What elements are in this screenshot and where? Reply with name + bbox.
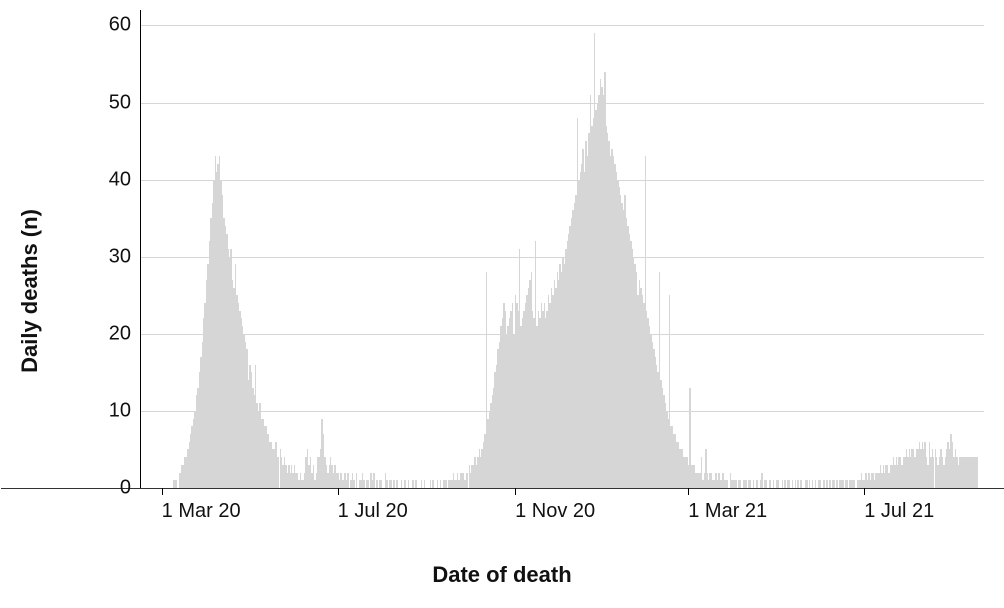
bar (773, 480, 774, 488)
bar (445, 480, 446, 488)
bar (347, 473, 348, 488)
bar (784, 480, 785, 488)
bar (782, 480, 783, 488)
bars-layer (141, 10, 984, 488)
y-tick-label: 30 (109, 245, 141, 268)
y-tick-label: 0 (120, 477, 141, 500)
bar (740, 480, 741, 488)
y-tick-label: 60 (109, 14, 141, 37)
x-tick-mark (338, 488, 339, 495)
bar (401, 480, 402, 488)
x-tick-mark (688, 488, 689, 495)
y-grid-line (141, 25, 984, 26)
bar (391, 480, 392, 488)
bar (777, 480, 778, 488)
bar (412, 480, 413, 488)
bar (834, 480, 835, 488)
x-tick-label: 1 Nov 20 (515, 500, 595, 523)
x-axis-title: Date of death (432, 562, 571, 588)
y-zero-line (1, 488, 1004, 489)
x-tick-label: 1 Jul 20 (338, 500, 408, 523)
bar (797, 480, 798, 488)
bar (766, 480, 767, 488)
y-grid-line (141, 180, 984, 181)
y-tick-label: 20 (109, 322, 141, 345)
bar (800, 480, 801, 488)
bar (380, 480, 381, 488)
plot-area: 0102030405060 (140, 10, 984, 488)
y-grid-line (141, 411, 984, 412)
bar (376, 480, 377, 488)
x-tick-label: 1 Mar 20 (162, 500, 241, 523)
bar (976, 457, 977, 488)
bar (415, 480, 416, 488)
y-grid-line (141, 334, 984, 335)
bar (770, 480, 771, 488)
bar (405, 480, 406, 488)
x-tick-mark (515, 488, 516, 495)
bar (386, 480, 387, 488)
bar (823, 480, 824, 488)
bar (750, 480, 751, 488)
bar (735, 480, 736, 488)
x-tick-mark (864, 488, 865, 495)
bar (368, 480, 369, 488)
bar (440, 480, 441, 488)
bar (757, 480, 758, 488)
bar (761, 473, 762, 488)
bar (836, 480, 837, 488)
bar (176, 480, 177, 488)
bar (809, 480, 810, 488)
bar (829, 480, 830, 488)
y-tick-label: 50 (109, 91, 141, 114)
y-grid-line (141, 103, 984, 104)
x-tick-mark (162, 488, 163, 495)
bar (753, 480, 754, 488)
y-tick-label: 40 (109, 168, 141, 191)
y-axis-title: Daily deaths (n) (17, 209, 43, 373)
y-tick-label: 10 (109, 399, 141, 422)
bar (819, 480, 820, 488)
x-tick-label: 1 Jul 21 (864, 500, 934, 523)
bar (792, 480, 793, 488)
bar (854, 480, 855, 488)
bar (393, 480, 394, 488)
bar (437, 480, 438, 488)
bar (353, 480, 354, 488)
x-tick-label: 1 Mar 21 (688, 500, 767, 523)
bar (430, 480, 431, 488)
bar (396, 480, 397, 488)
bar (408, 480, 409, 488)
daily-deaths-chart: Daily deaths (n) 0102030405060 Date of d… (0, 0, 1004, 608)
bar (789, 480, 790, 488)
bar (746, 480, 747, 488)
bar (727, 480, 728, 488)
bar (373, 473, 374, 488)
bar (806, 480, 807, 488)
bar (812, 480, 813, 488)
bar (356, 473, 357, 488)
bar (846, 480, 847, 488)
bar (815, 480, 816, 488)
bar (795, 480, 796, 488)
bar (432, 480, 433, 488)
bar (424, 480, 425, 488)
y-grid-line (141, 257, 984, 258)
bar (826, 480, 827, 488)
bar (421, 480, 422, 488)
bar (363, 480, 364, 488)
bar (842, 480, 843, 488)
